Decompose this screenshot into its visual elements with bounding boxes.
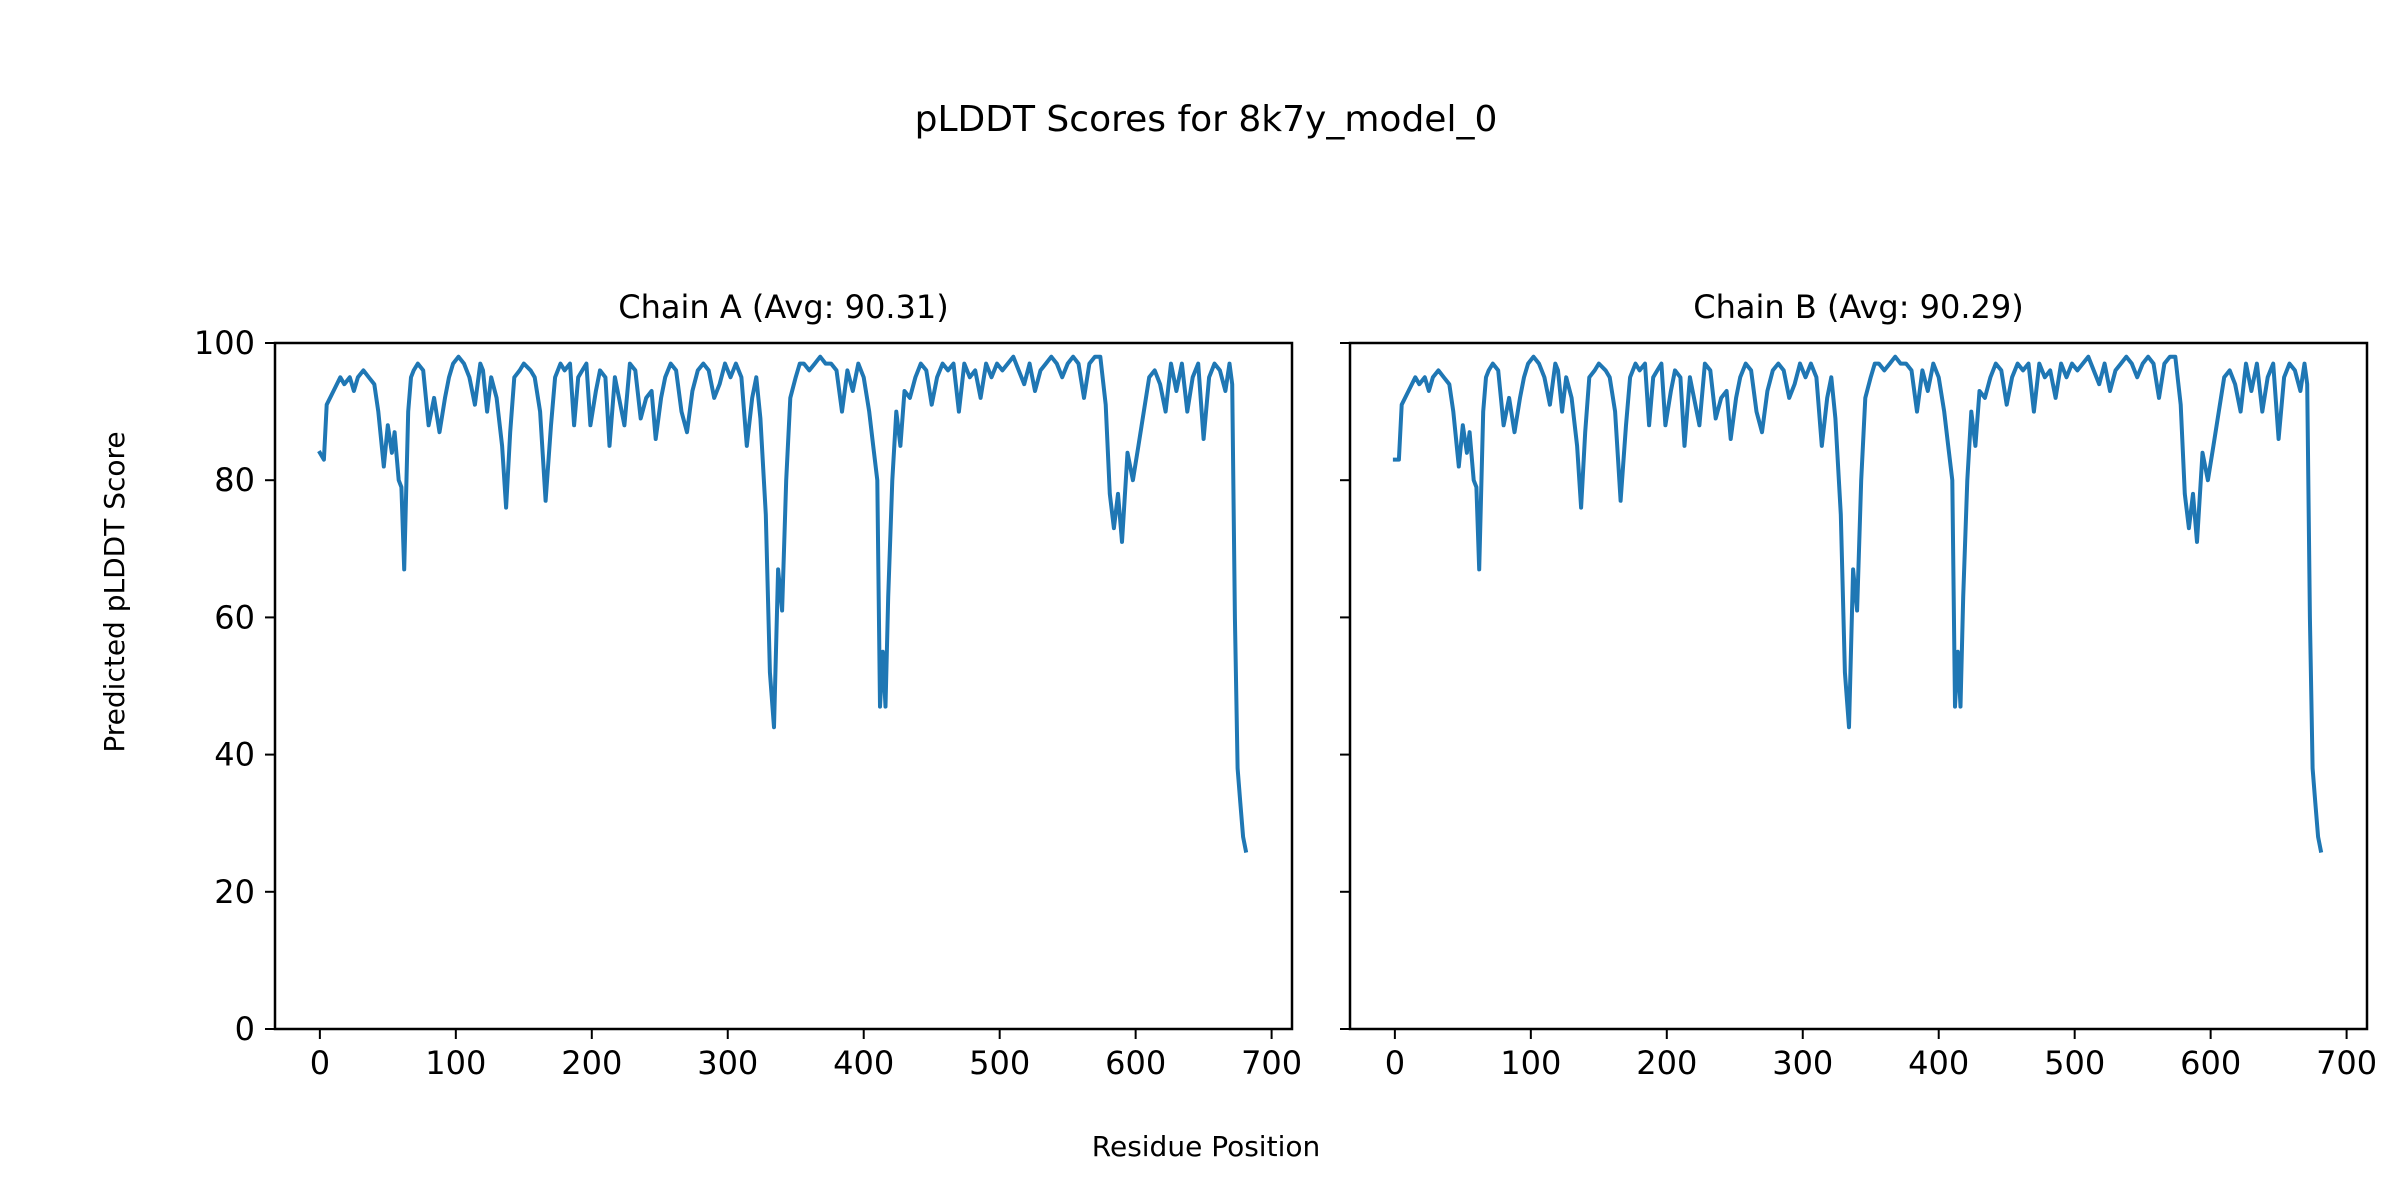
chain-b-x-tick-label-500: 500 xyxy=(2044,1044,2105,1082)
chain-b-x-tick-label-600: 600 xyxy=(2180,1044,2241,1082)
chain-b-panel: Chain B (Avg: 90.29) 0 100 200 300 400 500 600 7… xyxy=(1340,288,2377,1082)
x-axis-label: Residue Position xyxy=(1092,1130,1320,1163)
chain-b-x-tick-label-700: 700 xyxy=(2316,1044,2377,1082)
chain-a-x-tick-label-700: 700 xyxy=(1241,1044,1302,1082)
chain-b-x-tick-label-200: 200 xyxy=(1636,1044,1697,1082)
chain-a-y-tick-label-40: 40 xyxy=(214,736,255,774)
chain-b-title: Chain B (Avg: 90.29) xyxy=(1693,288,2024,326)
chain-a-x-tick-label-500: 500 xyxy=(969,1044,1030,1082)
chain-a-x-tick-label-300: 300 xyxy=(697,1044,758,1082)
chain-b-x-tick-label-100: 100 xyxy=(1500,1044,1561,1082)
y-axis-label: Predicted pLDDT Score xyxy=(98,431,131,752)
chain-b-x-tick-label-400: 400 xyxy=(1908,1044,1969,1082)
figure-title: pLDDT Scores for 8k7y_model_0 xyxy=(915,99,1498,140)
chain-a-x-tick-label-600: 600 xyxy=(1105,1044,1166,1082)
chain-a-x-tick-label-200: 200 xyxy=(561,1044,622,1082)
chain-a-y-tick-label-60: 60 xyxy=(214,598,255,636)
chain-a-axes-frame xyxy=(273,341,1294,1031)
chain-a-x-tick-label-400: 400 xyxy=(833,1044,894,1082)
chain-a-panel: Chain A (Avg: 90.31)0 100 200 300 400 500 600 7… xyxy=(194,288,1302,1082)
chain-a-y-tick-label-0: 0 xyxy=(235,1010,255,1048)
chain-a-title: Chain A (Avg: 90.31) xyxy=(618,288,948,326)
chain-a-x-tick-label-100: 100 xyxy=(425,1044,486,1082)
chain-a-y-tick-label-20: 20 xyxy=(214,873,255,911)
chain-a-y-tick-label-80: 80 xyxy=(214,461,255,499)
chain-a-y-tick-label-100: 100 xyxy=(194,324,255,362)
chain-b-series-line xyxy=(1392,354,2324,853)
chain-a-x-tick-label-0: 0 xyxy=(310,1044,330,1082)
chain-b-x-tick-label-300: 300 xyxy=(1772,1044,1833,1082)
chain-b-x-tick-label-0: 0 xyxy=(1385,1044,1405,1082)
chain-b-axes-frame xyxy=(1348,341,2369,1031)
chain-a-series-line xyxy=(317,354,1249,853)
